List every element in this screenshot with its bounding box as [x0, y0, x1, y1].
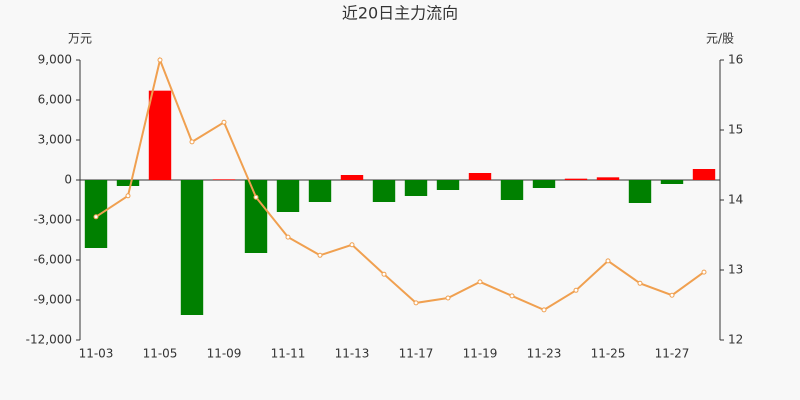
bar	[212, 179, 236, 180]
line-point	[157, 57, 163, 63]
bar	[468, 173, 492, 180]
line-point	[605, 258, 611, 264]
line-point	[253, 194, 259, 200]
line-point	[637, 280, 643, 286]
x-tick-label: 11-09	[207, 347, 242, 361]
line-point	[221, 119, 227, 125]
x-tick-label: 11-23	[527, 347, 562, 361]
y2-unit: 元/股	[706, 32, 734, 46]
y2-tick-label: 16	[728, 53, 743, 67]
x-tick-label: 11-13	[335, 347, 370, 361]
bar	[276, 180, 300, 212]
x-tick-label: 11-27	[655, 347, 690, 361]
line-point	[541, 307, 547, 313]
bar	[500, 180, 524, 200]
bar	[340, 175, 364, 180]
line-point	[669, 292, 675, 298]
line-point	[701, 269, 707, 275]
bar	[308, 180, 332, 202]
y-tick-label: 0	[64, 173, 72, 187]
line-point	[445, 295, 451, 301]
bar	[244, 180, 268, 253]
line-point	[125, 193, 131, 199]
x-tick-label: 11-17	[399, 347, 434, 361]
y-tick-label: -3,000	[33, 213, 72, 227]
line-point	[413, 300, 419, 306]
bar	[596, 177, 620, 180]
line-point	[93, 214, 99, 220]
y-tick-label: -9,000	[33, 293, 72, 307]
y-tick-label: -6,000	[33, 253, 72, 267]
line-point	[509, 293, 515, 299]
y2-tick-label: 13	[728, 263, 743, 277]
y-tick-label: 3,000	[38, 133, 72, 147]
line-point	[573, 287, 579, 293]
x-tick-label: 11-19	[463, 347, 498, 361]
x-tick-label: 11-11	[271, 347, 306, 361]
bar	[436, 180, 460, 190]
line-point	[285, 234, 291, 240]
bar	[148, 90, 172, 180]
x-tick-label: 11-05	[143, 347, 178, 361]
y-unit: 万元	[68, 32, 92, 46]
line	[95, 56, 705, 312]
line-point	[349, 242, 355, 248]
bar	[84, 180, 108, 248]
line-point	[381, 271, 387, 277]
bar	[692, 169, 716, 180]
line-point	[189, 139, 195, 145]
y-tick-label: -12,000	[26, 333, 72, 347]
x-tick-label: 11-25	[591, 347, 626, 361]
bar	[372, 180, 396, 202]
bar	[628, 180, 652, 203]
y-tick-label: 6,000	[38, 93, 72, 107]
x-tick-label: 11-03	[79, 347, 114, 361]
y-tick-label: 9,000	[38, 53, 72, 67]
bar	[116, 180, 140, 186]
bar	[404, 180, 428, 196]
bar	[564, 178, 588, 180]
line-point	[317, 252, 323, 258]
bar	[660, 180, 684, 184]
bar	[532, 180, 556, 188]
bar	[180, 180, 204, 315]
y2-tick-label: 14	[728, 193, 743, 207]
y2-tick-label: 12	[728, 333, 743, 347]
chart-title: 近20日主力流向	[342, 4, 458, 23]
y2-tick-label: 15	[728, 123, 743, 137]
line-point	[477, 279, 483, 285]
